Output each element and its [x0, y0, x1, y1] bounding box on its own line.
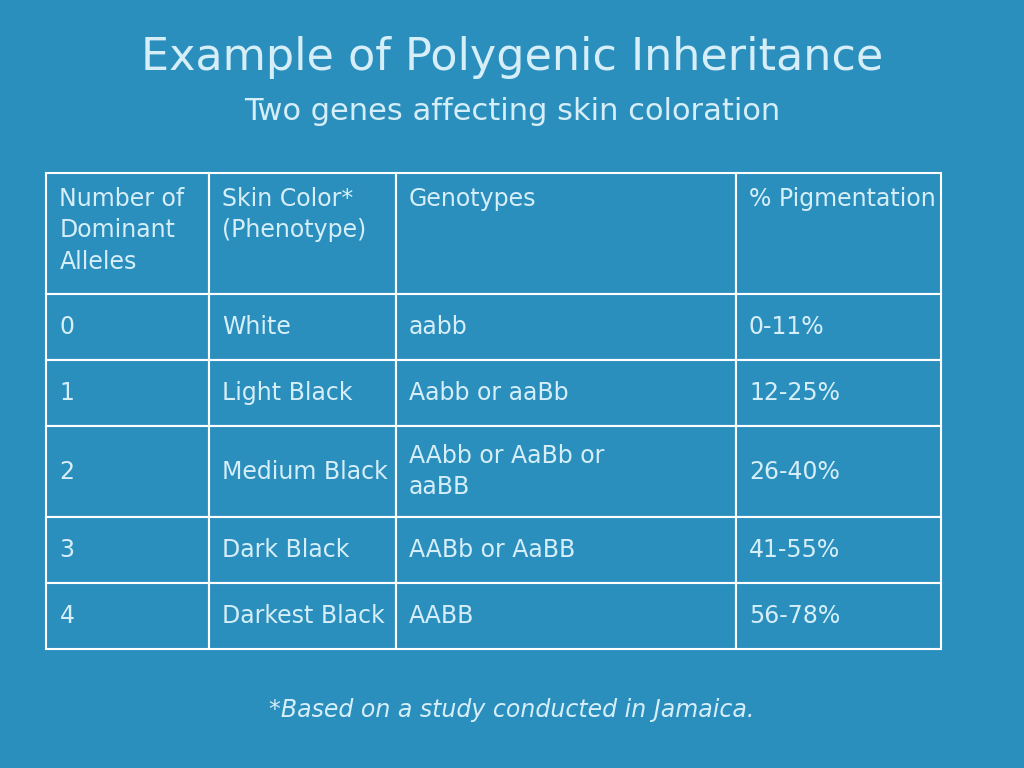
Bar — [46, 173, 209, 294]
Bar — [735, 173, 941, 294]
Text: 56-78%: 56-78% — [749, 604, 841, 628]
Text: aabb: aabb — [409, 315, 468, 339]
Text: 12-25%: 12-25% — [749, 382, 840, 406]
Text: AABb or AaBB: AABb or AaBB — [409, 538, 575, 562]
Text: 26-40%: 26-40% — [749, 459, 840, 484]
Text: 4: 4 — [59, 604, 75, 628]
Bar — [735, 517, 941, 583]
Text: 41-55%: 41-55% — [749, 538, 841, 562]
Text: Two genes affecting skin coloration: Two genes affecting skin coloration — [244, 97, 780, 126]
Text: Skin Color*
(Phenotype): Skin Color* (Phenotype) — [222, 187, 367, 242]
Text: 3: 3 — [59, 538, 75, 562]
Text: White: White — [222, 315, 292, 339]
Text: 0-11%: 0-11% — [749, 315, 824, 339]
Text: 2: 2 — [59, 459, 75, 484]
Bar — [395, 173, 735, 294]
Text: *Based on a study conducted in Jamaica.: *Based on a study conducted in Jamaica. — [269, 698, 755, 723]
Text: Dark Black: Dark Black — [222, 538, 350, 562]
Text: Medium Black: Medium Black — [222, 459, 388, 484]
Bar — [395, 517, 735, 583]
Text: Genotypes: Genotypes — [409, 187, 537, 210]
Bar — [209, 173, 395, 294]
Bar — [46, 294, 209, 360]
Bar — [46, 426, 209, 517]
Bar — [209, 426, 395, 517]
Text: 0: 0 — [59, 315, 75, 339]
Bar — [46, 360, 209, 426]
Bar — [209, 360, 395, 426]
Bar — [735, 426, 941, 517]
Text: Light Black: Light Black — [222, 382, 353, 406]
Text: 1: 1 — [59, 382, 75, 406]
Text: Example of Polygenic Inheritance: Example of Polygenic Inheritance — [141, 36, 883, 79]
Text: % Pigmentation: % Pigmentation — [749, 187, 936, 210]
Bar — [46, 517, 209, 583]
Text: AABB: AABB — [409, 604, 474, 628]
Bar — [735, 583, 941, 649]
Bar — [395, 426, 735, 517]
Text: Number of
Dominant
Alleles: Number of Dominant Alleles — [59, 187, 184, 274]
Bar — [735, 360, 941, 426]
Bar — [395, 583, 735, 649]
Bar — [46, 583, 209, 649]
Bar — [735, 294, 941, 360]
Bar — [395, 294, 735, 360]
Bar — [209, 583, 395, 649]
Text: Aabb or aaBb: Aabb or aaBb — [409, 382, 568, 406]
Bar — [395, 360, 735, 426]
Text: AAbb or AaBb or
aaBB: AAbb or AaBb or aaBB — [409, 444, 604, 499]
Bar — [209, 294, 395, 360]
Text: Darkest Black: Darkest Black — [222, 604, 385, 628]
Bar — [209, 517, 395, 583]
